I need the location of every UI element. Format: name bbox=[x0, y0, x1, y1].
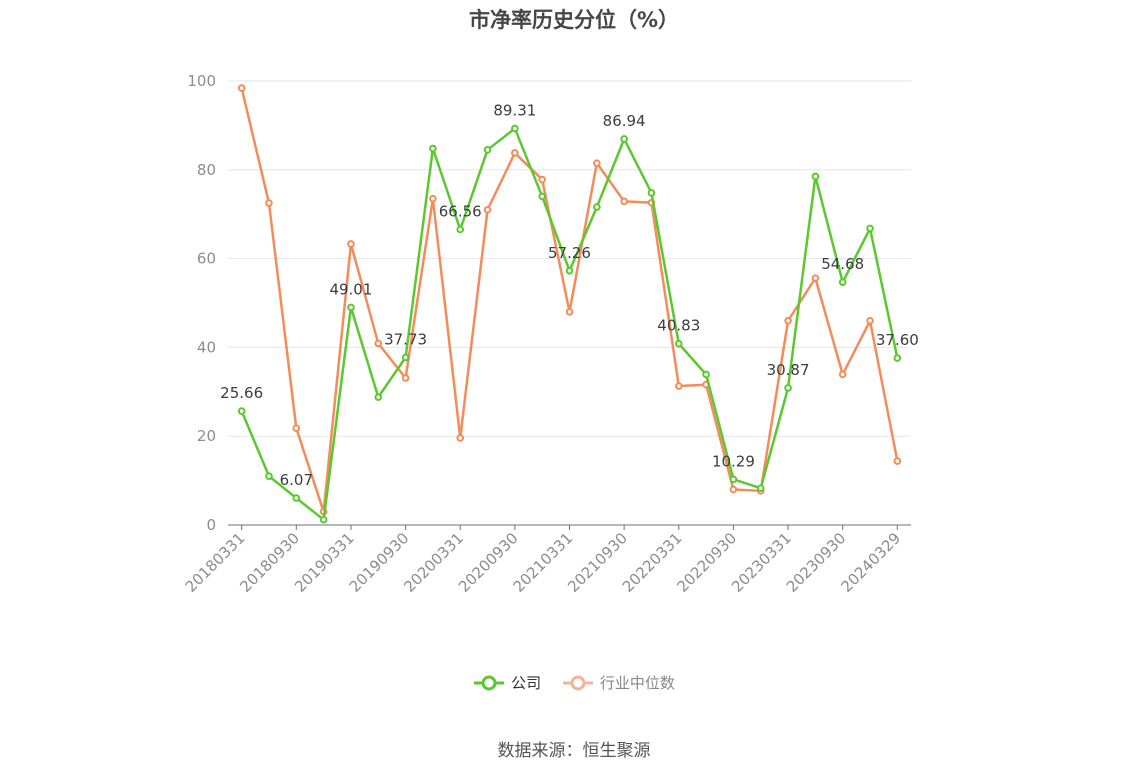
legend-item-industry[interactable]: 行业中位数 bbox=[562, 672, 675, 693]
data-point bbox=[429, 144, 437, 153]
legend-item-company[interactable]: 公司 bbox=[473, 672, 541, 693]
y-tick-label: 80 bbox=[197, 161, 216, 179]
data-point bbox=[811, 172, 820, 181]
data-label: 30.87 bbox=[767, 361, 810, 379]
data-point bbox=[265, 199, 273, 207]
data-point bbox=[674, 339, 683, 348]
data-label: 40.83 bbox=[657, 317, 700, 335]
data-point bbox=[784, 316, 792, 325]
line-chart: 0204060801002018033120180930201903312019… bbox=[182, 72, 919, 596]
y-tick-label: 40 bbox=[197, 338, 216, 356]
data-point bbox=[593, 203, 601, 211]
data-point bbox=[429, 194, 437, 203]
data-point bbox=[538, 192, 546, 201]
data-point bbox=[838, 278, 847, 287]
data-point bbox=[374, 393, 383, 401]
data-point bbox=[756, 484, 765, 492]
data-point bbox=[565, 308, 574, 316]
data-label: 49.01 bbox=[329, 280, 372, 298]
data-label: 25.66 bbox=[220, 384, 263, 402]
data-point bbox=[647, 189, 656, 197]
data-point bbox=[866, 224, 874, 233]
data-point bbox=[893, 457, 902, 465]
x-tick-label: 20240329 bbox=[837, 529, 904, 596]
legend-industry-label: 行业中位数 bbox=[599, 674, 675, 692]
data-point bbox=[811, 274, 820, 282]
data-point bbox=[374, 339, 383, 348]
data-point bbox=[838, 370, 847, 379]
data-point bbox=[347, 240, 355, 248]
data-point bbox=[511, 124, 519, 133]
data-label: 86.94 bbox=[603, 112, 646, 130]
data-point bbox=[237, 407, 246, 415]
data-label: 37.73 bbox=[384, 330, 427, 348]
y-tick-label: 100 bbox=[187, 72, 216, 90]
data-point bbox=[729, 485, 738, 494]
data-point bbox=[456, 225, 465, 234]
data-point bbox=[593, 159, 601, 167]
data-point bbox=[319, 515, 328, 524]
data-point bbox=[565, 266, 574, 275]
data-label: 57.26 bbox=[548, 244, 591, 262]
data-label: 10.29 bbox=[712, 452, 755, 470]
data-point bbox=[702, 370, 710, 379]
data-point bbox=[292, 494, 301, 502]
data-point bbox=[401, 353, 410, 362]
legend-company-label: 公司 bbox=[511, 674, 542, 692]
legend: 公司 行业中位数 bbox=[0, 672, 1148, 696]
data-label: 89.31 bbox=[493, 101, 536, 119]
data-point bbox=[866, 316, 874, 325]
data-point bbox=[347, 303, 355, 312]
data-label: 37.60 bbox=[876, 331, 919, 349]
data-point bbox=[620, 135, 628, 143]
series-line-0 bbox=[240, 127, 899, 521]
data-point bbox=[620, 197, 628, 206]
y-tick-label: 60 bbox=[197, 250, 216, 268]
data-point bbox=[784, 384, 792, 392]
data-label: 6.07 bbox=[280, 471, 313, 489]
data-point bbox=[265, 472, 273, 480]
data-point bbox=[538, 175, 546, 184]
chart-title: 市净率历史分位（%） bbox=[468, 8, 680, 32]
data-label: 54.68 bbox=[821, 255, 864, 273]
data-point bbox=[401, 374, 410, 382]
data-point bbox=[483, 205, 492, 214]
legend-industry-icon bbox=[562, 675, 593, 690]
y-tick-label: 20 bbox=[197, 427, 216, 445]
data-point bbox=[674, 382, 683, 390]
data-point bbox=[729, 475, 738, 484]
data-point bbox=[511, 149, 519, 157]
data-point bbox=[893, 354, 902, 362]
legend-company-icon bbox=[474, 675, 505, 690]
source-note: 数据来源：恒生聚源 bbox=[497, 741, 651, 761]
data-point bbox=[237, 84, 246, 92]
data-point bbox=[483, 146, 492, 154]
data-label: 66.56 bbox=[439, 202, 482, 220]
data-point bbox=[292, 424, 301, 433]
y-tick-label: 0 bbox=[206, 516, 216, 534]
data-point bbox=[456, 434, 465, 442]
